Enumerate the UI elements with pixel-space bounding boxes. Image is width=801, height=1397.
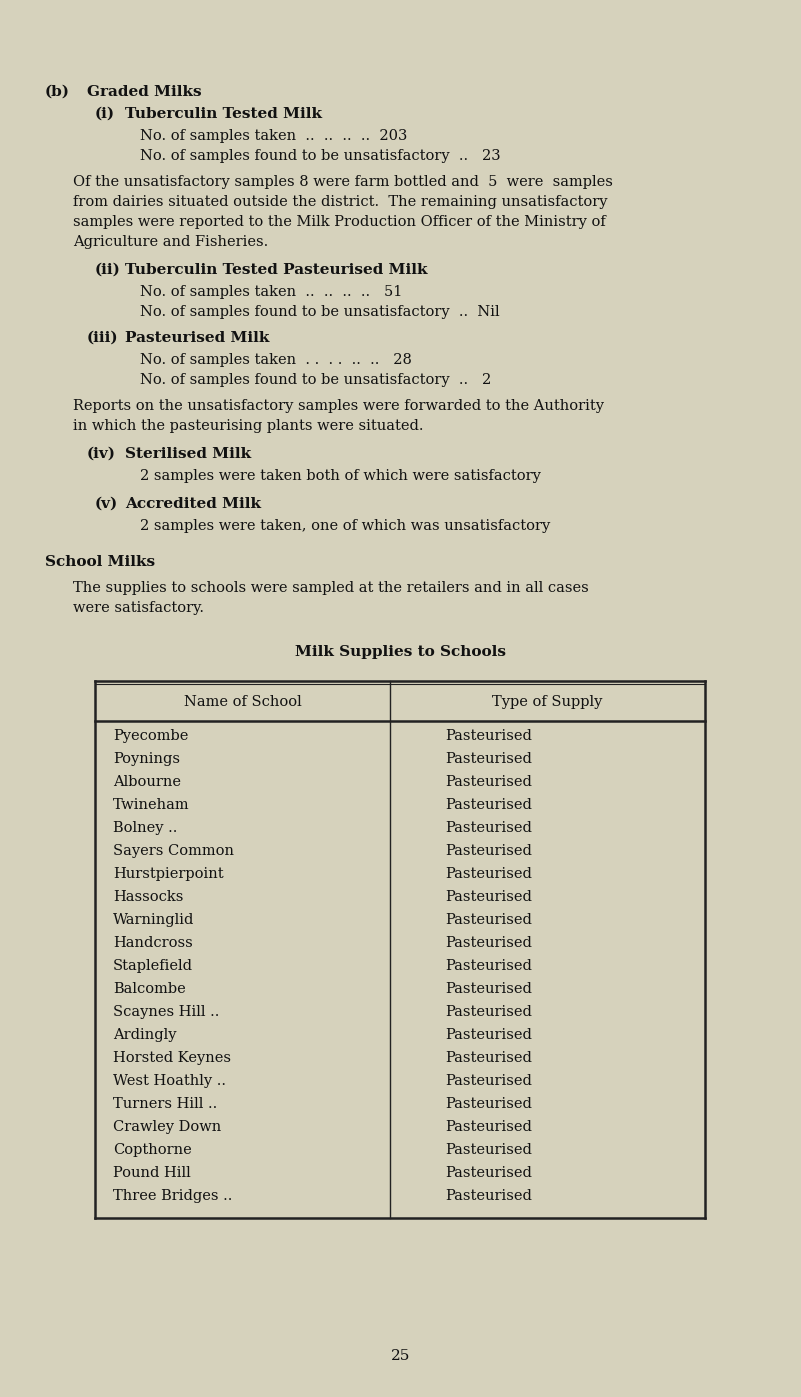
Text: Pasteurised: Pasteurised: [445, 1074, 532, 1088]
Text: Tuberculin Tested Milk: Tuberculin Tested Milk: [125, 108, 322, 122]
Text: No. of samples found to be unsatisfactory  ..  Nil: No. of samples found to be unsatisfactor…: [140, 305, 500, 319]
Text: Pasteurised: Pasteurised: [445, 1004, 532, 1018]
Text: Sayers Common: Sayers Common: [113, 844, 234, 858]
Text: Pasteurised: Pasteurised: [445, 890, 532, 904]
Text: Reports on the unsatisfactory samples were forwarded to the Authority: Reports on the unsatisfactory samples we…: [73, 400, 604, 414]
Text: (b): (b): [45, 85, 70, 99]
Text: 2 samples were taken, one of which was unsatisfactory: 2 samples were taken, one of which was u…: [140, 520, 550, 534]
Text: Pasteurised: Pasteurised: [445, 1097, 532, 1111]
Text: (i): (i): [95, 108, 115, 122]
Text: Pasteurised: Pasteurised: [445, 936, 532, 950]
Text: Copthorne: Copthorne: [113, 1143, 191, 1157]
Text: Crawley Down: Crawley Down: [113, 1120, 221, 1134]
Text: 2 samples were taken both of which were satisfactory: 2 samples were taken both of which were …: [140, 469, 541, 483]
Text: Turners Hill ..: Turners Hill ..: [113, 1097, 217, 1111]
Text: No. of samples taken  ..  ..  ..  ..   51: No. of samples taken .. .. .. .. 51: [140, 285, 402, 299]
Text: Of the unsatisfactory samples 8 were farm bottled and  5  were  samples: Of the unsatisfactory samples 8 were far…: [73, 175, 613, 189]
Text: School Milks: School Milks: [45, 555, 155, 569]
Text: Scaynes Hill ..: Scaynes Hill ..: [113, 1004, 219, 1018]
Text: West Hoathly ..: West Hoathly ..: [113, 1074, 226, 1088]
Text: Sterilised Milk: Sterilised Milk: [125, 447, 252, 461]
Text: Warninglid: Warninglid: [113, 914, 195, 928]
Text: 25: 25: [391, 1350, 410, 1363]
Text: Pound Hill: Pound Hill: [113, 1166, 191, 1180]
Text: Pasteurised: Pasteurised: [445, 798, 532, 812]
Text: Accredited Milk: Accredited Milk: [125, 497, 261, 511]
Text: Pasteurised: Pasteurised: [445, 982, 532, 996]
Text: Albourne: Albourne: [113, 775, 181, 789]
Text: Milk Supplies to Schools: Milk Supplies to Schools: [295, 645, 506, 659]
Text: No. of samples taken  . .  . .  ..  ..   28: No. of samples taken . . . . .. .. 28: [140, 353, 412, 367]
Text: in which the pasteurising plants were situated.: in which the pasteurising plants were si…: [73, 419, 424, 433]
Text: (ii): (ii): [95, 263, 121, 277]
Text: were satisfactory.: were satisfactory.: [73, 601, 204, 615]
Text: Handcross: Handcross: [113, 936, 193, 950]
Text: (v): (v): [95, 497, 119, 511]
Text: Type of Supply: Type of Supply: [493, 694, 602, 710]
Text: Hurstpierpoint: Hurstpierpoint: [113, 868, 223, 882]
Text: Pasteurised: Pasteurised: [445, 1120, 532, 1134]
Text: Name of School: Name of School: [183, 694, 301, 710]
Text: Horsted Keynes: Horsted Keynes: [113, 1051, 231, 1065]
Text: Pasteurised: Pasteurised: [445, 868, 532, 882]
Text: (iv): (iv): [87, 447, 116, 461]
Text: Ardingly: Ardingly: [113, 1028, 176, 1042]
Text: from dairies situated outside the district.  The remaining unsatisfactory: from dairies situated outside the distri…: [73, 196, 607, 210]
Text: Hassocks: Hassocks: [113, 890, 183, 904]
Text: Pasteurised: Pasteurised: [445, 960, 532, 974]
Text: Balcombe: Balcombe: [113, 982, 186, 996]
Text: Pasteurised: Pasteurised: [445, 1143, 532, 1157]
Text: No. of samples found to be unsatisfactory  ..   2: No. of samples found to be unsatisfactor…: [140, 373, 491, 387]
Text: No. of samples taken  ..  ..  ..  ..  203: No. of samples taken .. .. .. .. 203: [140, 129, 408, 142]
Text: Three Bridges ..: Three Bridges ..: [113, 1189, 232, 1203]
Text: Pasteurised: Pasteurised: [445, 1028, 532, 1042]
Text: Pasteurised Milk: Pasteurised Milk: [125, 331, 269, 345]
Text: Pasteurised: Pasteurised: [445, 844, 532, 858]
Text: Tuberculin Tested Pasteurised Milk: Tuberculin Tested Pasteurised Milk: [125, 263, 428, 277]
Text: Poynings: Poynings: [113, 752, 180, 766]
Text: Pasteurised: Pasteurised: [445, 1189, 532, 1203]
Text: No. of samples found to be unsatisfactory  ..   23: No. of samples found to be unsatisfactor…: [140, 149, 501, 163]
Text: Graded Milks: Graded Milks: [87, 85, 202, 99]
Text: Pasteurised: Pasteurised: [445, 1166, 532, 1180]
Text: Twineham: Twineham: [113, 798, 190, 812]
Text: Agriculture and Fisheries.: Agriculture and Fisheries.: [73, 235, 268, 249]
Text: Bolney ..: Bolney ..: [113, 821, 177, 835]
Text: samples were reported to the Milk Production Officer of the Ministry of: samples were reported to the Milk Produc…: [73, 215, 606, 229]
Text: Pasteurised: Pasteurised: [445, 775, 532, 789]
Text: Pasteurised: Pasteurised: [445, 729, 532, 743]
Text: Pyecombe: Pyecombe: [113, 729, 188, 743]
Text: Staplefield: Staplefield: [113, 960, 193, 974]
Text: (iii): (iii): [87, 331, 119, 345]
Text: Pasteurised: Pasteurised: [445, 1051, 532, 1065]
Text: Pasteurised: Pasteurised: [445, 914, 532, 928]
Text: The supplies to schools were sampled at the retailers and in all cases: The supplies to schools were sampled at …: [73, 581, 589, 595]
Text: Pasteurised: Pasteurised: [445, 821, 532, 835]
Text: Pasteurised: Pasteurised: [445, 752, 532, 766]
